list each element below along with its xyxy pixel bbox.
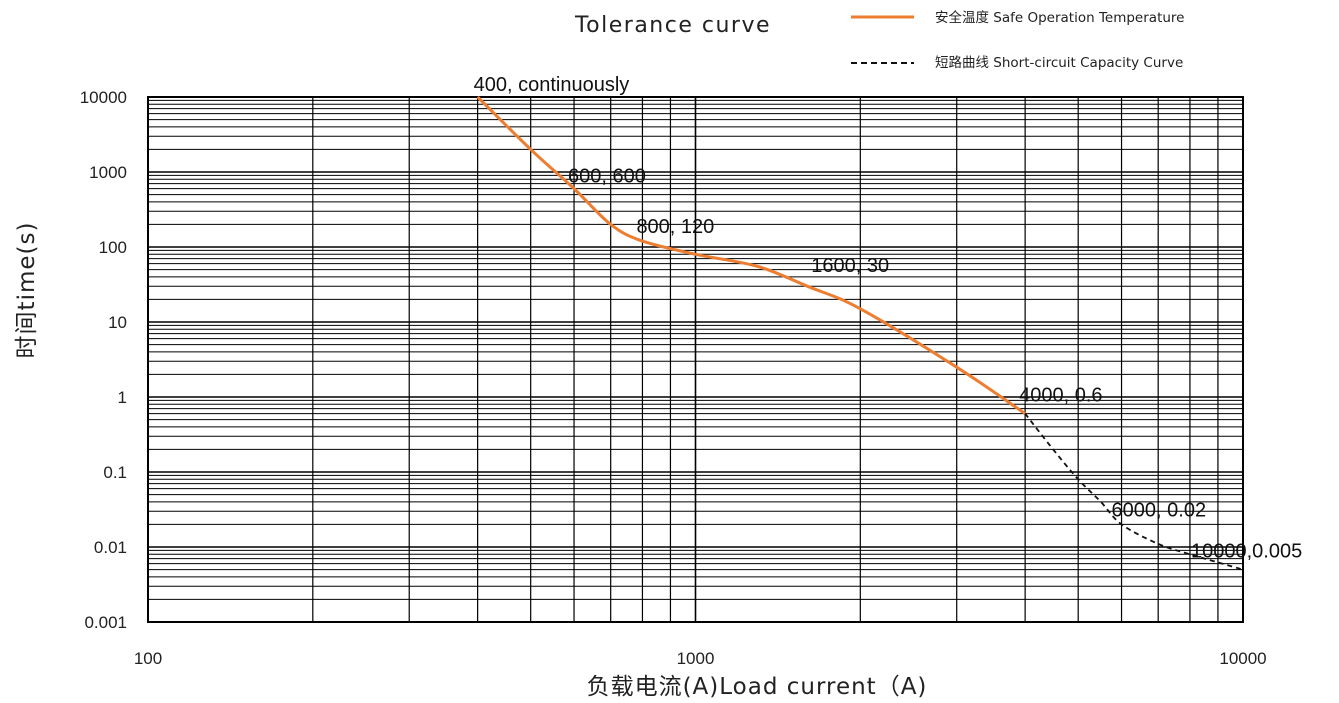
point-annotation: 4000, 0.6 bbox=[1019, 385, 1102, 407]
legend-safe-label: 安全温度 Safe Operation Temperature bbox=[935, 9, 1184, 26]
y-tick-label: 10000 bbox=[80, 88, 127, 107]
x-tick-label: 1000 bbox=[677, 649, 715, 668]
x-axis-title: 负载电流(A)Load current（A) bbox=[587, 674, 928, 700]
grid-lines bbox=[148, 97, 1243, 622]
y-tick-label: 10 bbox=[108, 313, 127, 332]
point-annotations: 400, continuously 600, 600 800, 120 1600, 3… bbox=[474, 74, 1303, 563]
point-annotation: 6000, 0.02 bbox=[1112, 499, 1207, 521]
x-tick-label: 100 bbox=[134, 649, 162, 668]
tick-labels: 100 1000 10000 10000 1000 100 10 1 0.1 0.01 0.001 bbox=[80, 88, 1267, 668]
short-circuit-curve bbox=[1024, 413, 1244, 571]
point-annotation: 800, 120 bbox=[636, 216, 714, 238]
y-tick-label: 0.1 bbox=[103, 463, 127, 482]
x-tick-label: 10000 bbox=[1219, 649, 1266, 668]
y-axis-title: 时间time(s) bbox=[14, 222, 40, 359]
y-tick-label: 1 bbox=[118, 388, 127, 407]
y-tick-label: 0.01 bbox=[94, 538, 127, 557]
point-annotation: 400, continuously bbox=[474, 74, 630, 96]
chart-title: Tolerance curve bbox=[574, 13, 771, 38]
series-layer bbox=[476, 95, 1244, 571]
legend-short-circuit-label: 短路曲线 Short-circuit Capacity Curve bbox=[935, 55, 1183, 71]
y-tick-label: 1000 bbox=[89, 163, 127, 182]
point-annotation: 10000,0.005 bbox=[1191, 541, 1302, 563]
point-annotation: 1600, 30 bbox=[811, 255, 889, 277]
y-tick-label: 100 bbox=[99, 238, 127, 257]
safe-temperature-curve bbox=[476, 95, 1026, 415]
y-tick-label: 0.001 bbox=[84, 613, 127, 632]
legend: 安全温度 Safe Operation Temperature 短路曲线 Sho… bbox=[851, 9, 1184, 71]
plot-frame bbox=[147, 96, 1244, 623]
point-annotation: 600, 600 bbox=[568, 166, 646, 188]
